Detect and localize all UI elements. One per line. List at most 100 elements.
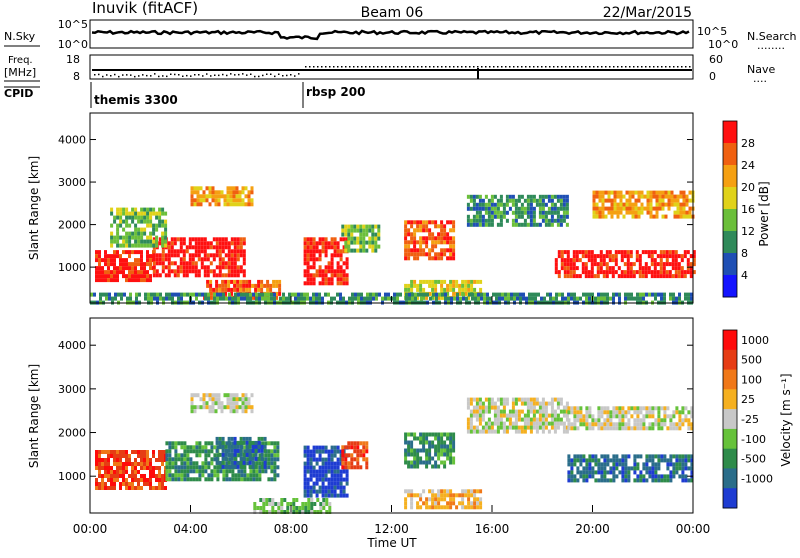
heatmap-cell <box>517 409 521 414</box>
heatmap-cell <box>588 406 592 411</box>
heatmap-cell <box>202 405 206 410</box>
heatmap-cell <box>273 296 276 301</box>
heatmap-cell <box>603 470 607 475</box>
heatmap-cell <box>609 296 612 301</box>
heatmap-cell <box>219 296 222 301</box>
heatmap-cell <box>173 269 177 274</box>
heatmap-cell <box>330 265 334 270</box>
heatmap-cell <box>671 254 675 259</box>
heatmap-cell <box>681 466 685 471</box>
heatmap-cell <box>327 489 331 494</box>
nave-dot <box>641 66 643 68</box>
heatmap-cell <box>546 292 549 297</box>
heatmap-cell <box>306 261 310 266</box>
heatmap-cell <box>251 440 255 445</box>
heatmap-cell <box>658 194 662 199</box>
heatmap-cell <box>258 477 262 482</box>
heatmap-cell <box>350 457 354 462</box>
heatmap-cell <box>119 458 122 462</box>
heatmap-cell <box>541 405 545 410</box>
nave-dot <box>637 66 639 68</box>
heatmap-cell <box>188 245 192 250</box>
heatmap-cell <box>158 261 162 266</box>
nave-dot <box>114 73 116 76</box>
heatmap-cell <box>341 224 345 229</box>
heatmap-cell <box>537 292 540 297</box>
heatmap-cell <box>541 202 545 207</box>
heatmap-cell <box>582 458 586 463</box>
heatmap-cell <box>422 220 426 225</box>
heatmap-cell <box>396 296 399 301</box>
heatmap-cell <box>435 296 438 301</box>
heatmap-cell <box>242 440 246 445</box>
heatmap-cell <box>411 292 414 297</box>
heatmap-cell <box>350 228 354 233</box>
heatmap-cell <box>236 265 240 270</box>
heatmap-cell <box>654 454 658 459</box>
heatmap-cell <box>438 292 441 297</box>
heatmap-cell <box>113 478 116 482</box>
heatmap-cell <box>466 206 470 211</box>
heatmap-cell <box>179 265 183 270</box>
heatmap-cell <box>328 502 332 506</box>
heatmap-cell <box>174 441 178 446</box>
heatmap-cell <box>393 292 396 297</box>
heatmap-cell <box>365 449 369 454</box>
nave-dot <box>633 66 635 68</box>
heatmap-cell <box>189 461 193 466</box>
heatmap-cell <box>553 425 557 430</box>
heatmap-cell <box>131 266 134 271</box>
heatmap-cell <box>140 274 143 279</box>
nave-dot <box>186 74 188 77</box>
nave-dot <box>305 66 307 68</box>
heatmap-cell <box>443 236 447 241</box>
heatmap-cell <box>678 292 681 297</box>
heatmap-cell <box>570 426 574 431</box>
heatmap-cell <box>595 210 599 215</box>
heatmap-cell <box>556 405 560 410</box>
heatmap-cell <box>529 409 533 414</box>
heatmap-cell <box>318 269 322 274</box>
heatmap-cell <box>393 296 396 301</box>
heatmap-cell <box>479 497 483 502</box>
heatmap-cell <box>575 254 579 259</box>
heatmap-cell <box>666 414 670 419</box>
heatmap-cell <box>116 274 119 279</box>
heatmap-cell <box>601 194 605 199</box>
heatmap-cell <box>165 457 169 462</box>
heatmap-cell <box>110 270 113 275</box>
heatmap-cell <box>655 214 659 219</box>
heatmap-cell <box>207 461 211 466</box>
heatmap-cell <box>368 228 372 233</box>
heatmap-cell <box>478 214 482 219</box>
heatmap-cell <box>230 249 234 254</box>
heatmap-cell <box>610 190 614 195</box>
heatmap-cell <box>214 190 218 195</box>
heatmap-cell <box>517 417 521 422</box>
heatmap-cell <box>292 506 296 510</box>
heatmap-cell <box>240 292 243 297</box>
heatmap-cell <box>273 465 277 470</box>
heatmap-cell <box>312 245 316 250</box>
heatmap-cell <box>140 258 143 263</box>
heatmap-cell <box>318 457 322 462</box>
heatmap-cell <box>614 250 618 255</box>
heatmap-cell <box>464 291 468 296</box>
heatmap-cell <box>221 436 225 441</box>
heatmap-cell <box>161 219 165 224</box>
heatmap-cell <box>303 493 307 498</box>
heatmap-cell <box>104 474 107 478</box>
heatmap-cell <box>164 231 168 236</box>
colorbar-tick-label: 25 <box>741 393 755 406</box>
heatmap-cell <box>246 477 250 482</box>
heatmap-cell <box>413 240 417 245</box>
heatmap-cell <box>449 236 453 241</box>
heatmap-cell <box>98 474 101 478</box>
heatmap-cell <box>467 279 471 284</box>
heatmap-cell <box>217 190 221 195</box>
heatmap-cell <box>306 265 310 270</box>
heatmap-cell <box>368 244 372 249</box>
heatmap-cell <box>128 270 131 275</box>
heatmap-cell <box>122 274 125 279</box>
heatmap-cell <box>567 462 571 467</box>
